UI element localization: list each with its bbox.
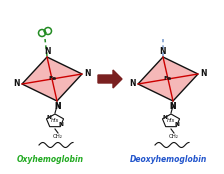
Text: N: N (129, 80, 136, 89)
Text: Fe: Fe (164, 77, 172, 81)
Text: N: N (59, 122, 64, 127)
Text: N: N (84, 69, 91, 78)
Text: N: N (175, 122, 180, 127)
Text: N: N (160, 47, 166, 56)
Text: N: N (200, 69, 207, 78)
Text: N: N (170, 102, 176, 111)
Polygon shape (162, 114, 180, 127)
Text: N: N (13, 80, 20, 89)
Text: CH₂: CH₂ (53, 133, 63, 139)
Text: N: N (54, 102, 60, 111)
Text: N: N (162, 115, 167, 120)
Text: Fe: Fe (48, 77, 56, 81)
Polygon shape (46, 114, 64, 127)
Text: His: His (51, 117, 59, 122)
Text: N: N (54, 102, 60, 111)
Text: Deoxyhemoglobin: Deoxyhemoglobin (129, 156, 207, 164)
Text: N: N (46, 115, 51, 120)
Text: N: N (170, 102, 176, 111)
FancyArrow shape (98, 70, 122, 88)
Text: CH₂: CH₂ (169, 133, 179, 139)
Text: His: His (167, 117, 175, 122)
Text: Oxyhemoglobin: Oxyhemoglobin (17, 156, 84, 164)
Polygon shape (22, 57, 82, 101)
Polygon shape (138, 57, 198, 101)
Text: N: N (44, 47, 50, 56)
